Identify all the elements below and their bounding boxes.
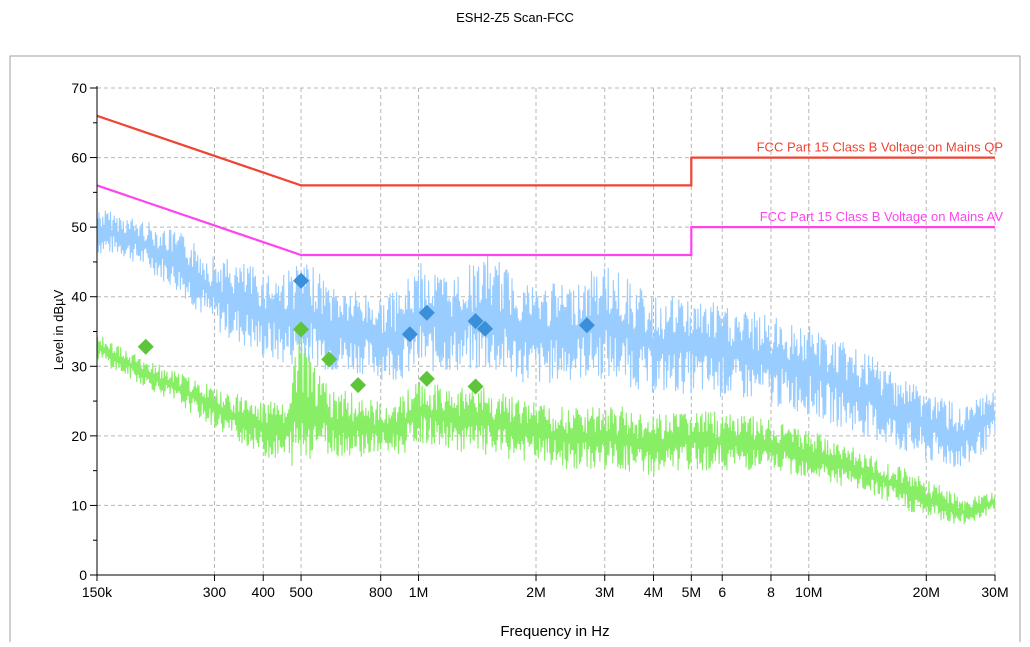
tick-labels: 0 10 20 30 40 50 60 70 150k 300 400 500 800 1M 2M 3M 4M 5… bbox=[71, 80, 1008, 600]
chart-title: ESH2-Z5 Scan-FCC bbox=[456, 10, 574, 25]
av-limit-label: FCC Part 15 Class B Voltage on Mains AV bbox=[760, 209, 1004, 224]
qp-marker bbox=[467, 313, 484, 330]
x-tick-label: 3M bbox=[595, 584, 614, 600]
x-tick-label: 6 bbox=[718, 584, 726, 600]
qp-limit-label: FCC Part 15 Class B Voltage on Mains QP bbox=[757, 140, 1003, 155]
av-marker bbox=[321, 351, 338, 368]
qp-marker bbox=[578, 317, 595, 334]
x-tick-label: 300 bbox=[203, 584, 227, 600]
x-tick-label: 1M bbox=[409, 584, 428, 600]
av-marker bbox=[418, 370, 435, 387]
x-tick-label: 150k bbox=[82, 584, 113, 600]
x-tick-label: 8 bbox=[767, 584, 775, 600]
qp-marker bbox=[476, 320, 493, 337]
y-tick-label: 40 bbox=[71, 289, 87, 305]
x-tick-label: 20M bbox=[913, 584, 940, 600]
qp-limit-line bbox=[96, 114, 995, 187]
peak-trace bbox=[96, 210, 996, 468]
y-tick-label: 10 bbox=[71, 497, 87, 513]
x-tick-label: 5M bbox=[682, 584, 701, 600]
y-tick-label: 70 bbox=[71, 80, 87, 96]
y-tick-label: 50 bbox=[71, 219, 87, 235]
y-tick-label: 0 bbox=[79, 567, 87, 583]
x-tick-label: 4M bbox=[644, 584, 663, 600]
x-tick-label: 500 bbox=[289, 584, 313, 600]
limit-lines: FCC Part 15 Class B Voltage on Mains QP F… bbox=[96, 114, 1004, 257]
x-axis-label: Frequency in Hz bbox=[500, 623, 609, 640]
y-tick-label: 30 bbox=[71, 358, 87, 374]
qp-marker bbox=[418, 304, 435, 321]
qp-marker bbox=[401, 326, 418, 343]
av-marker bbox=[137, 338, 154, 355]
av-marker bbox=[467, 378, 484, 395]
measurement-traces bbox=[96, 210, 996, 525]
av-marker bbox=[350, 377, 367, 394]
x-tick-label: 800 bbox=[369, 584, 393, 600]
y-tick-label: 60 bbox=[71, 150, 87, 166]
y-axis-label: Level in dBµV bbox=[51, 289, 66, 370]
av-marker bbox=[293, 321, 310, 338]
axes bbox=[90, 86, 996, 581]
final-markers bbox=[137, 272, 595, 395]
y-tick-label: 20 bbox=[71, 428, 87, 444]
average-trace bbox=[96, 333, 996, 525]
x-tick-label: 30M bbox=[981, 584, 1008, 600]
x-tick-label: 2M bbox=[526, 584, 545, 600]
x-tick-label: 400 bbox=[252, 584, 276, 600]
qp-marker bbox=[293, 272, 310, 289]
av-limit-line bbox=[96, 184, 995, 257]
x-tick-label: 10M bbox=[795, 584, 822, 600]
